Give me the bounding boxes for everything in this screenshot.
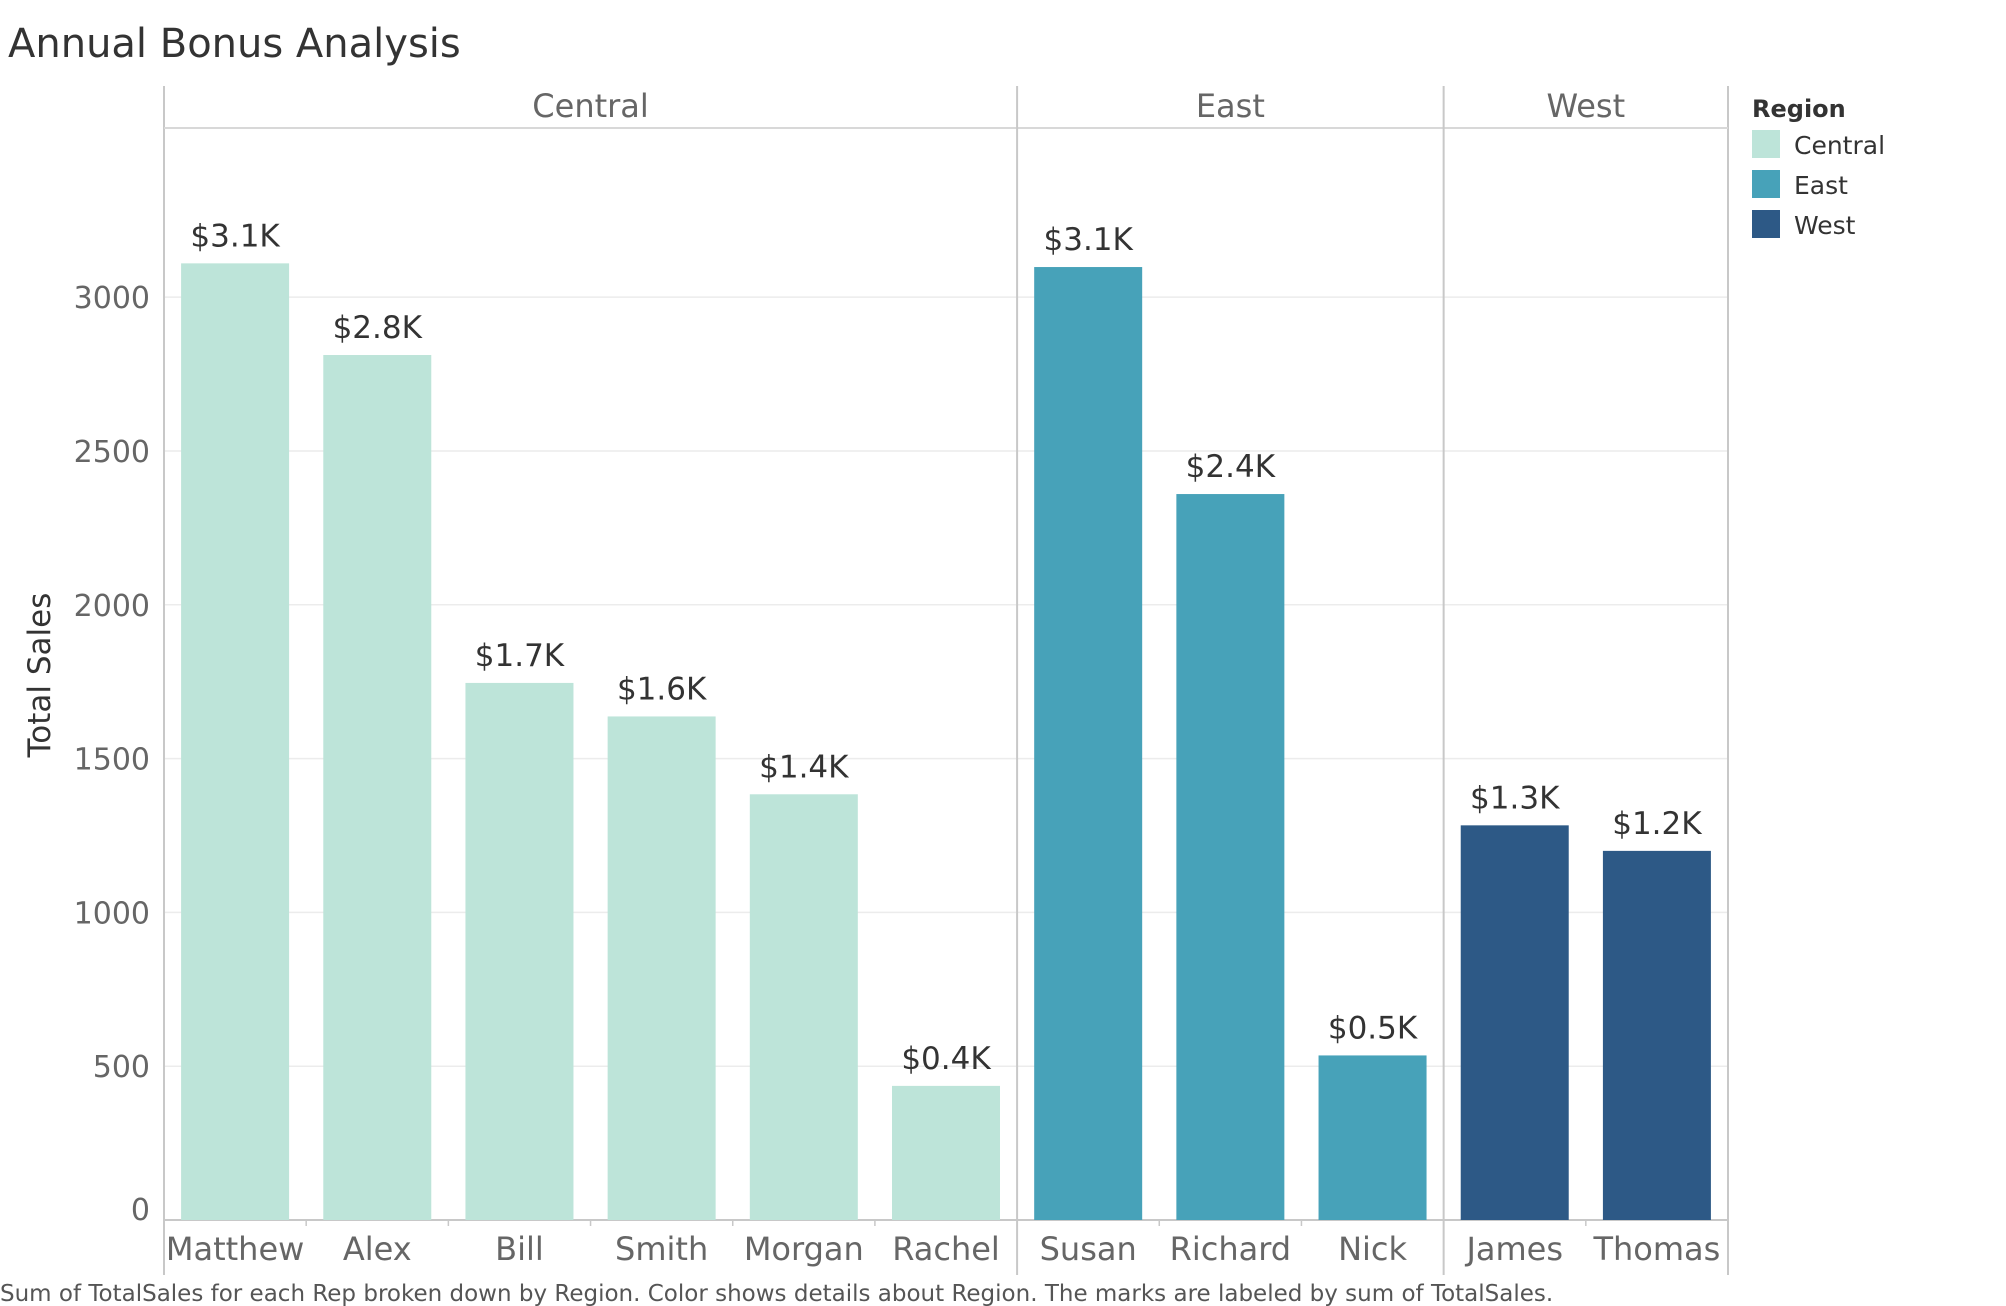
y-tick-label: 3000 (74, 281, 150, 316)
legend-label-east: East (1794, 171, 1848, 200)
data-label: $2.8K (333, 310, 423, 346)
legend-swatch-east (1752, 170, 1780, 198)
y-tick-label: 2000 (74, 589, 150, 624)
legend-swatch-west (1752, 210, 1780, 238)
bar-richard (1176, 494, 1285, 1221)
bar-bill (465, 682, 574, 1220)
data-label: $3.1K (1044, 222, 1134, 258)
x-tick-label: James (1464, 1230, 1563, 1268)
bar-nick (1318, 1055, 1427, 1220)
y-tick-label: 1000 (74, 896, 150, 931)
bar-james (1460, 825, 1569, 1220)
data-label: $0.4K (901, 1041, 991, 1077)
data-label: $1.3K (1470, 780, 1560, 816)
panel-header-east: East (1196, 87, 1265, 125)
x-tick-label: Smith (615, 1230, 708, 1268)
x-tick-label: Nick (1338, 1230, 1407, 1268)
data-label: $2.4K (1186, 449, 1276, 485)
panel-header-central: Central (532, 87, 649, 125)
legend-swatch-central (1752, 130, 1780, 158)
y-tick-label: 0 (131, 1193, 150, 1228)
bar-susan (1034, 267, 1143, 1221)
legend-title: Region (1752, 95, 1846, 123)
y-tick-label: 2500 (74, 435, 150, 470)
chart-title: Annual Bonus Analysis (8, 21, 461, 67)
data-label: $1.6K (617, 671, 707, 707)
data-label: $3.1K (190, 218, 280, 254)
chart-caption: Sum of TotalSales for each Rep broken do… (0, 1281, 1553, 1306)
data-label: $1.4K (759, 749, 849, 785)
legend-label-central: Central (1794, 131, 1885, 160)
x-tick-label: Rachel (892, 1230, 1000, 1268)
x-tick-label: Richard (1170, 1230, 1292, 1268)
y-axis-label: Total Sales (22, 593, 58, 759)
x-tick-label: Susan (1040, 1230, 1137, 1268)
bar-matthew (181, 263, 290, 1221)
y-tick-label: 500 (93, 1050, 150, 1085)
x-tick-label: Alex (343, 1230, 412, 1268)
y-tick-label: 1500 (74, 743, 150, 778)
data-label: $1.2K (1612, 806, 1702, 842)
x-tick-label: Matthew (166, 1230, 304, 1268)
panel-header-west: West (1546, 87, 1625, 125)
data-label: $0.5K (1328, 1010, 1418, 1046)
x-tick-label: Thomas (1592, 1230, 1720, 1268)
bar-alex (323, 355, 432, 1221)
legend-label-west: West (1794, 211, 1856, 240)
x-tick-label: Bill (495, 1230, 544, 1268)
bar-rachel (892, 1085, 1000, 1220)
x-tick-label: Morgan (744, 1230, 864, 1268)
bar-smith (607, 716, 716, 1220)
data-label: $1.7K (475, 638, 565, 674)
bar-morgan (749, 794, 858, 1220)
bar-thomas (1602, 850, 1711, 1220)
